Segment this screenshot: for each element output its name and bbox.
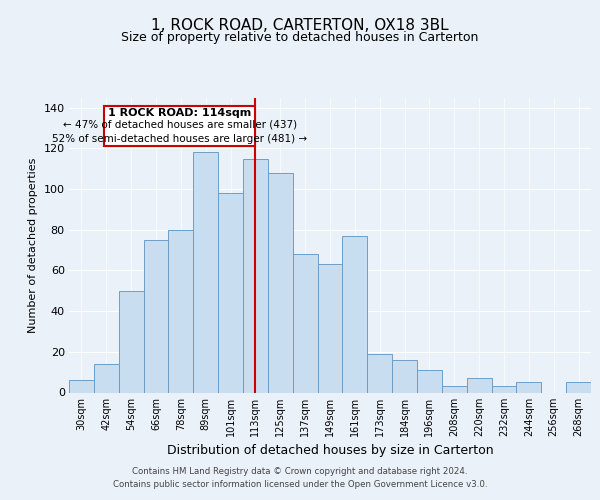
Y-axis label: Number of detached properties: Number of detached properties [28,158,38,332]
Bar [169,230,193,392]
Bar [442,386,467,392]
Bar [491,386,517,392]
Bar [69,380,94,392]
Bar [94,364,119,392]
Bar [243,158,268,392]
Bar [317,264,343,392]
Bar [566,382,591,392]
Bar [467,378,491,392]
FancyBboxPatch shape [104,106,256,146]
Bar [343,236,367,392]
Bar [517,382,541,392]
Bar [417,370,442,392]
Text: ← 47% of detached houses are smaller (437): ← 47% of detached houses are smaller (43… [62,120,296,130]
Text: Size of property relative to detached houses in Carterton: Size of property relative to detached ho… [121,31,479,44]
Text: 1 ROCK ROAD: 114sqm: 1 ROCK ROAD: 114sqm [108,108,251,118]
Bar [293,254,317,392]
Bar [268,173,293,392]
Bar [218,193,243,392]
Bar [367,354,392,393]
Text: 1, ROCK ROAD, CARTERTON, OX18 3BL: 1, ROCK ROAD, CARTERTON, OX18 3BL [151,18,449,32]
Text: Contains public sector information licensed under the Open Government Licence v3: Contains public sector information licen… [113,480,487,489]
Bar [119,291,143,392]
Bar [193,152,218,392]
Bar [143,240,169,392]
Bar [392,360,417,392]
Text: 52% of semi-detached houses are larger (481) →: 52% of semi-detached houses are larger (… [52,134,307,144]
Text: Contains HM Land Registry data © Crown copyright and database right 2024.: Contains HM Land Registry data © Crown c… [132,467,468,476]
X-axis label: Distribution of detached houses by size in Carterton: Distribution of detached houses by size … [167,444,493,458]
